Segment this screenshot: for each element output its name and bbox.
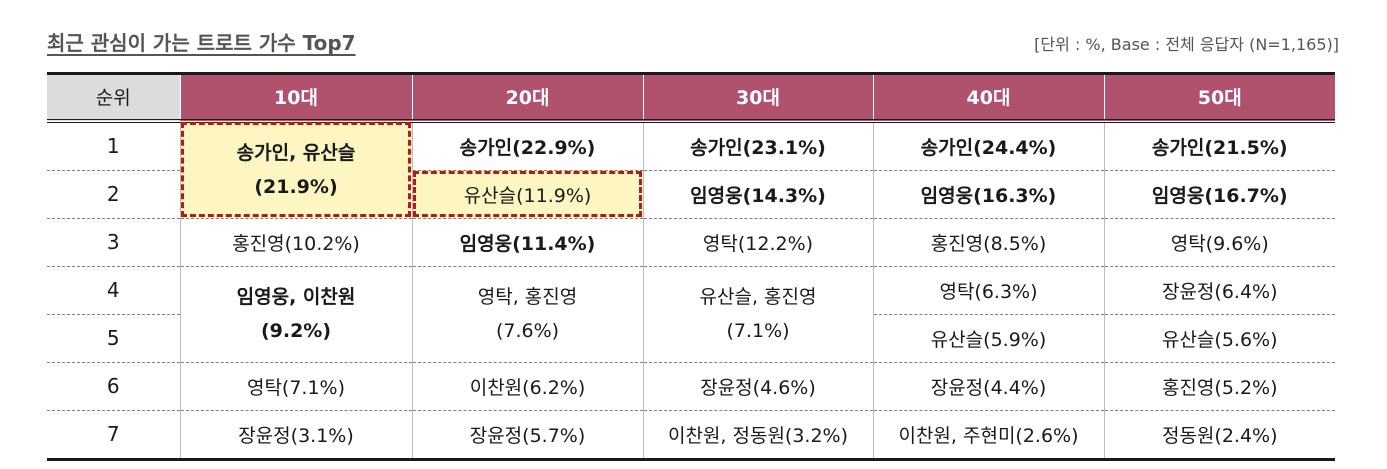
unit-note: [단위 : %, Base : 전체 응답자 (N=1,165)] <box>1034 35 1339 54</box>
rank-cell: 4 <box>47 266 180 315</box>
header-row: 순위 10대 20대 30대 40대 50대 <box>47 72 1335 121</box>
table-row: 7 장윤정(3.1%) 장윤정(5.7%) 이찬원, 정동원(3.2%) 이찬원… <box>47 410 1335 461</box>
cell-30s-rank6: 장윤정(4.6%) <box>642 362 873 411</box>
cell-30s-rank7: 이찬원, 정동원(3.2%) <box>642 410 873 461</box>
cell-30s-rank4-5: 유산슬, 홍진영 (7.1%) <box>642 266 873 363</box>
cell-10s-rank4-5: 임영웅, 이찬원 (9.2%) <box>179 266 412 363</box>
header-20s: 20대 <box>411 72 643 121</box>
cell-pct: (7.6%) <box>495 320 560 342</box>
cell-40s-rank4: 영탁(6.3%) <box>872 266 1104 315</box>
rank-cell: 5 <box>47 314 180 363</box>
cell-20s-rank6: 이찬원(6.2%) <box>411 362 643 411</box>
cell-30s-rank1: 송가인(23.1%) <box>642 118 873 171</box>
header-40s: 40대 <box>872 72 1104 121</box>
table-row: 2 유산슬(11.9%) 임영웅(14.3%) 임영웅(16.3%) 임영웅(1… <box>47 170 1335 219</box>
cell-pct: (9.2%) <box>260 320 332 342</box>
cell-10s-rank6: 영탁(7.1%) <box>179 362 412 411</box>
header-10s: 10대 <box>179 72 412 121</box>
cell-20s-rank3: 임영웅(11.4%) <box>411 218 643 267</box>
cell-40s-rank1: 송가인(24.4%) <box>872 118 1104 171</box>
cell-40s-rank7: 이찬원, 주현미(2.6%) <box>872 410 1104 461</box>
cell-20s-rank2: 유산슬(11.9%) <box>411 170 643 219</box>
rank-cell: 1 <box>47 118 180 171</box>
cell-50s-rank5: 유산슬(5.6%) <box>1103 314 1335 363</box>
cell-10s-rank7: 장윤정(3.1%) <box>179 410 412 461</box>
cell-pct: (7.1%) <box>726 320 790 342</box>
ranking-table: 순위 10대 20대 30대 40대 50대 1 송가인, 유산슬 (21.9%… <box>47 72 1335 461</box>
cell-10s-rank1-2: 송가인, 유산슬 (21.9%) <box>179 118 412 219</box>
cell-40s-rank5: 유산슬(5.9%) <box>872 314 1104 363</box>
cell-10s-rank3: 홍진영(10.2%) <box>179 218 412 267</box>
rank-cell: 2 <box>47 170 180 219</box>
cell-20s-rank1: 송가인(22.9%) <box>411 118 643 171</box>
cell-text: 유산슬, 홍진영 <box>699 286 817 308</box>
cell-50s-rank4: 장윤정(6.4%) <box>1103 266 1335 315</box>
table-row: 1 송가인, 유산슬 (21.9%) 송가인(22.9%) 송가인(23.1%)… <box>47 118 1335 219</box>
cell-40s-rank2: 임영웅(16.3%) <box>872 170 1104 219</box>
cell-pct: (21.9%) <box>254 176 338 198</box>
table-row: 5 유산슬(5.9%) 유산슬(5.6%) <box>47 314 1335 363</box>
cell-40s-rank3: 홍진영(8.5%) <box>872 218 1104 267</box>
cell-text: 영탁, 홍진영 <box>477 286 578 308</box>
cell-text: 임영웅, 이찬원 <box>236 286 356 308</box>
page-title: 최근 관심이 가는 트로트 가수 Top7 <box>47 31 356 55</box>
table-row: 3 홍진영(10.2%) 임영웅(11.4%) 영탁(12.2%) 홍진영(8.… <box>47 218 1335 267</box>
header-rank: 순위 <box>47 72 180 121</box>
rank-cell: 7 <box>47 410 180 461</box>
cell-30s-rank2: 임영웅(14.3%) <box>642 170 873 219</box>
cell-20s-rank4-5: 영탁, 홍진영 (7.6%) <box>411 266 643 363</box>
cell-50s-rank3: 영탁(9.6%) <box>1103 218 1335 267</box>
table-row: 6 영탁(7.1%) 이찬원(6.2%) 장윤정(4.6%) 장윤정(4.4%)… <box>47 362 1335 411</box>
rank-cell: 3 <box>47 218 180 267</box>
rank-cell: 6 <box>47 362 180 411</box>
cell-20s-rank7: 장윤정(5.7%) <box>411 410 643 461</box>
cell-text: 송가인, 유산슬 <box>236 142 356 164</box>
cell-50s-rank7: 정동원(2.4%) <box>1103 410 1335 461</box>
cell-30s-rank3: 영탁(12.2%) <box>642 218 873 267</box>
table-row: 4 임영웅, 이찬원 (9.2%) 영탁, 홍진영 (7.6%) 유산슬, 홍진… <box>47 266 1335 363</box>
cell-40s-rank6: 장윤정(4.4%) <box>872 362 1104 411</box>
cell-50s-rank2: 임영웅(16.7%) <box>1103 170 1335 219</box>
cell-50s-rank1: 송가인(21.5%) <box>1103 118 1335 171</box>
header-30s: 30대 <box>642 72 873 121</box>
header-50s: 50대 <box>1103 72 1335 121</box>
cell-50s-rank6: 홍진영(5.2%) <box>1103 362 1335 411</box>
